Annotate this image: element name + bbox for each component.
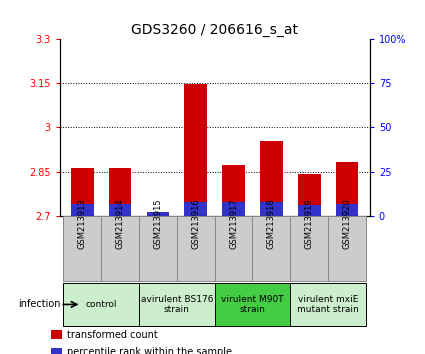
Bar [51,348,62,354]
Text: avirulent BS176
strain: avirulent BS176 strain [141,295,213,314]
Bar [71,168,94,216]
Bar [51,330,62,339]
Text: GSM213914: GSM213914 [116,198,125,249]
Bar [139,216,177,281]
Bar [252,216,290,281]
Bar [184,202,207,216]
Text: virulent M90T
strain: virulent M90T strain [221,295,284,314]
Bar [63,216,101,281]
Bar [222,165,245,216]
Bar [222,202,245,216]
Bar [290,283,366,326]
Bar [101,216,139,281]
Text: transformed count: transformed count [67,330,158,340]
Title: GDS3260 / 206616_s_at: GDS3260 / 206616_s_at [131,23,298,36]
Bar [147,212,169,216]
Bar [298,174,320,216]
Bar [139,283,215,326]
Bar [328,216,366,281]
Bar [71,204,94,216]
Text: GSM213915: GSM213915 [153,198,162,249]
Text: GSM213918: GSM213918 [267,198,276,249]
Bar [109,168,131,216]
Text: control: control [85,300,117,309]
Bar [336,204,358,216]
Bar [109,204,131,216]
Text: infection: infection [18,299,60,309]
Bar [336,162,358,216]
Bar [260,202,283,216]
Bar [215,283,290,326]
Bar [260,141,283,216]
Bar [63,283,139,326]
Text: GSM213919: GSM213919 [305,198,314,249]
Text: GSM213916: GSM213916 [191,198,200,249]
Bar [177,216,215,281]
Bar [215,216,252,281]
Bar [184,84,207,216]
Text: GSM213913: GSM213913 [78,198,87,249]
Text: virulent mxiE
mutant strain: virulent mxiE mutant strain [297,295,359,314]
Bar [290,216,328,281]
Text: percentile rank within the sample: percentile rank within the sample [67,347,232,354]
Bar [147,215,169,216]
Text: GSM213920: GSM213920 [343,198,351,249]
Text: GSM213917: GSM213917 [229,198,238,249]
Bar [298,205,320,216]
